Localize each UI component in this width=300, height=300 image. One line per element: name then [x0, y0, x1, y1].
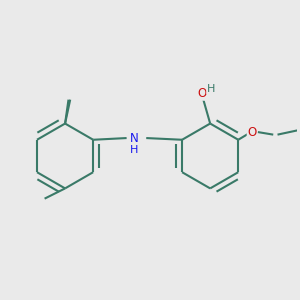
- Text: H: H: [207, 84, 215, 94]
- Text: O: O: [197, 87, 206, 100]
- Text: H: H: [130, 145, 139, 155]
- Text: O: O: [247, 126, 256, 139]
- Text: N: N: [130, 132, 139, 145]
